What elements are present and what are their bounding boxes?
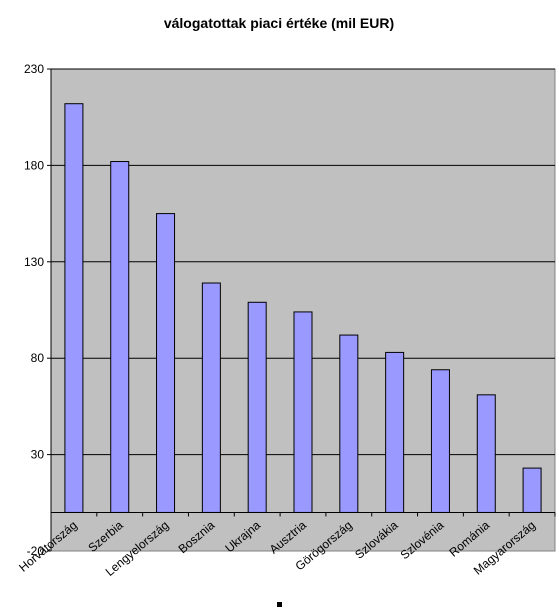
bar — [64, 103, 84, 513]
bar — [110, 161, 130, 513]
legend-marker — [277, 602, 282, 607]
y-tick-label: -20 — [27, 544, 45, 558]
y-tick-label: 30 — [31, 448, 45, 462]
y-tick-label: 80 — [31, 351, 45, 365]
bar — [430, 369, 450, 513]
bar — [476, 394, 496, 513]
y-axis-ticks: -20 30 80 130 180 230 — [24, 62, 51, 558]
y-tick-label: 230 — [24, 62, 44, 76]
bar — [339, 334, 359, 513]
y-tick-label: 130 — [24, 255, 44, 269]
bar — [293, 311, 313, 513]
bar — [201, 282, 221, 513]
bar — [156, 213, 176, 513]
bars — [64, 103, 542, 513]
bar — [247, 301, 267, 513]
bar — [385, 351, 405, 513]
y-tick-label: 180 — [24, 158, 44, 172]
chart-title: válogatottak piaci értéke (mil EUR) — [164, 15, 394, 31]
bar — [522, 467, 542, 513]
